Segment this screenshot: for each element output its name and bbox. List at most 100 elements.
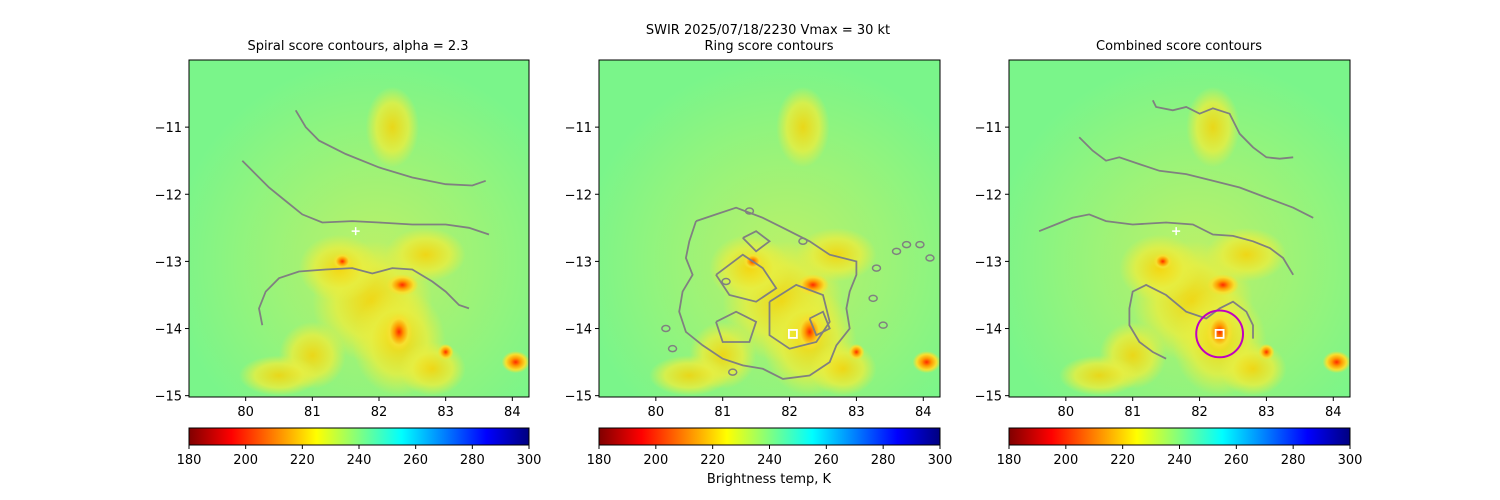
center-square-marker bbox=[788, 328, 798, 339]
contour-blob bbox=[925, 254, 935, 262]
colorbar-tick-label: 260 bbox=[814, 453, 839, 468]
x-tick-label: 83 bbox=[437, 405, 454, 420]
x-tick-label: 82 bbox=[1191, 405, 1208, 420]
colorbar-tick-label: 180 bbox=[177, 453, 202, 468]
contour-blob bbox=[901, 240, 912, 249]
contour-line bbox=[294, 109, 486, 187]
contour-line bbox=[808, 310, 831, 337]
x-tick-label: 81 bbox=[1124, 405, 1141, 420]
y-tick-label: −11 bbox=[565, 121, 592, 136]
colorbar-tick-label: 300 bbox=[928, 453, 953, 468]
satellite-image bbox=[189, 60, 529, 397]
colorbar-tick-label: 200 bbox=[643, 453, 668, 468]
hot-cell bbox=[912, 351, 940, 374]
x-tick-label: 83 bbox=[848, 405, 865, 420]
center-plus-marker bbox=[351, 227, 360, 236]
contour-blob bbox=[891, 247, 902, 256]
hot-cell bbox=[501, 351, 529, 374]
x-tick-label: 81 bbox=[714, 405, 731, 420]
contour-blob bbox=[871, 264, 882, 272]
colorbar-tick-label: 280 bbox=[1281, 453, 1306, 468]
colorbar-tick-label: 180 bbox=[587, 453, 612, 468]
contour-line bbox=[715, 253, 778, 303]
colorbar-label: Brightness temp, K bbox=[706, 472, 832, 487]
contour-blob bbox=[721, 277, 731, 286]
panel-1-title: Spiral score contours, alpha = 2.3 bbox=[247, 39, 469, 54]
colorbar-tick-label: 240 bbox=[1167, 453, 1192, 468]
y-tick-label: −13 bbox=[155, 255, 182, 270]
contour-line bbox=[1038, 213, 1294, 276]
contour-blob bbox=[661, 324, 671, 333]
y-tick-label: −12 bbox=[155, 188, 182, 203]
contour-line bbox=[1128, 283, 1254, 360]
colorbar-tick-label: 300 bbox=[517, 453, 542, 468]
contour-blob bbox=[727, 368, 738, 376]
y-tick-label: −11 bbox=[975, 121, 1002, 136]
panel-1: 80 81 82 83 84 −11 −12 −13 −14 −15 180 200 220 240 260… bbox=[155, 59, 542, 468]
x-tick-label: 84 bbox=[1325, 405, 1342, 420]
colorbar-tick-label: 260 bbox=[403, 453, 428, 468]
colorbar-tick-label: 260 bbox=[1224, 453, 1249, 468]
colorbar-tick-label: 180 bbox=[997, 453, 1022, 468]
colorbar-tick-label: 200 bbox=[1053, 453, 1078, 468]
x-tick-label: 81 bbox=[304, 405, 321, 420]
y-tick-label: −13 bbox=[565, 255, 592, 270]
contour-line bbox=[678, 206, 858, 380]
center-circle-marker bbox=[1195, 309, 1245, 359]
y-tick-label: −15 bbox=[975, 390, 1002, 405]
colorbar-2: 180 200 220 240 260 280 300 bbox=[587, 427, 953, 468]
axes-frame bbox=[1008, 59, 1351, 398]
axes-frame bbox=[188, 59, 530, 398]
contour-blob bbox=[868, 294, 878, 303]
contour-blob bbox=[915, 240, 925, 249]
figure-suptitle: SWIR 2025/07/18/2230 Vmax = 30 kt bbox=[645, 23, 891, 38]
panel-2-title: Ring score contours bbox=[704, 39, 834, 54]
center-plus-marker bbox=[1172, 227, 1181, 236]
x-tick-label: 80 bbox=[648, 405, 665, 420]
contour-blob bbox=[667, 344, 678, 353]
colorbar-gradient bbox=[1008, 427, 1351, 446]
y-tick-label: −14 bbox=[155, 323, 182, 338]
x-tick-label: 80 bbox=[1058, 405, 1075, 420]
y-tick-label: −13 bbox=[975, 255, 1002, 270]
contour-blob bbox=[744, 207, 755, 215]
colorbar-tick-label: 280 bbox=[460, 453, 485, 468]
x-tick-label: 83 bbox=[1258, 405, 1275, 420]
hot-cell bbox=[1322, 351, 1350, 374]
y-tick-label: −12 bbox=[565, 188, 592, 203]
y-tick-label: −11 bbox=[155, 121, 182, 136]
y-tick-label: −14 bbox=[975, 323, 1002, 338]
x-tick-label: 84 bbox=[915, 405, 932, 420]
x-tick-label: 84 bbox=[504, 405, 521, 420]
colorbar-tick-label: 240 bbox=[347, 453, 372, 468]
colorbar-gradient bbox=[598, 427, 941, 446]
colorbar-gradient bbox=[188, 427, 530, 446]
colorbar-tick-label: 220 bbox=[1110, 453, 1135, 468]
colorbar-tick-label: 200 bbox=[233, 453, 258, 468]
y-tick-label: −15 bbox=[155, 390, 182, 405]
contour-line bbox=[715, 310, 758, 343]
contour-blob bbox=[878, 321, 888, 329]
y-tick-label: −15 bbox=[565, 390, 592, 405]
panel-3-title: Combined score contours bbox=[1096, 39, 1262, 54]
panel-2: 80 81 82 83 84 −11 −12 −13 −14 −15 180 200 220 240 260… bbox=[565, 59, 953, 468]
colorbar-3: 180 200 220 240 260 280 300 bbox=[997, 427, 1362, 468]
panel-3: 80 81 82 83 84 −11 −12 −13 −14 −15 180 200 220 240 260… bbox=[975, 59, 1362, 468]
colorbar-1: 180 200 220 240 260 280 300 bbox=[177, 427, 542, 468]
contour-line bbox=[258, 267, 470, 326]
colorbar-tick-label: 220 bbox=[290, 453, 315, 468]
contour-line bbox=[241, 160, 490, 236]
center-square-marker bbox=[1214, 328, 1225, 339]
colorbar-tick-label: 220 bbox=[700, 453, 725, 468]
contour-line bbox=[1151, 99, 1294, 160]
axes-frame bbox=[598, 59, 941, 398]
contour-blob bbox=[798, 237, 808, 246]
contour-line bbox=[742, 230, 772, 253]
y-tick-label: −14 bbox=[565, 323, 592, 338]
x-tick-label: 80 bbox=[237, 405, 254, 420]
x-tick-label: 82 bbox=[781, 405, 798, 420]
colorbar-tick-label: 280 bbox=[871, 453, 896, 468]
colorbar-tick-label: 240 bbox=[757, 453, 782, 468]
x-tick-label: 82 bbox=[371, 405, 388, 420]
